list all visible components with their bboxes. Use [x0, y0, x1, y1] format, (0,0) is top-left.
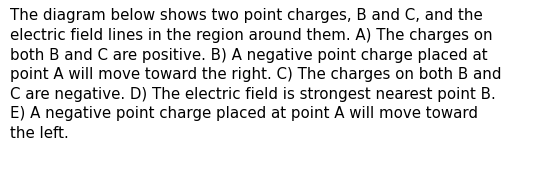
Text: The diagram below shows two point charges, B and C, and the
electric field lines: The diagram below shows two point charge…: [10, 8, 502, 141]
